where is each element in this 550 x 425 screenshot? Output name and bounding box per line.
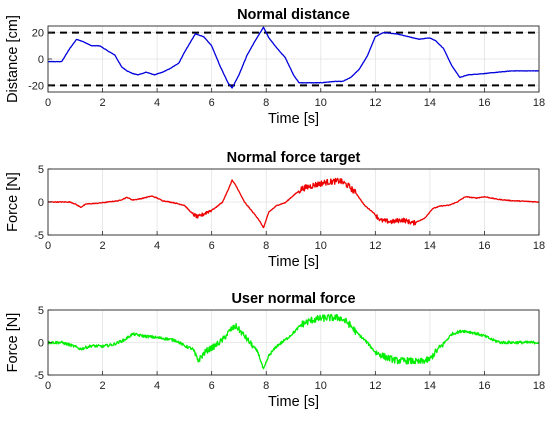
x-tick-label: 8	[263, 380, 269, 392]
y-tick-label: 0	[38, 197, 44, 209]
y-tick-label: -5	[34, 370, 44, 382]
y-tick-label: 0	[38, 54, 44, 66]
x-tick-label: 2	[99, 380, 105, 392]
x-tick-label: 4	[154, 240, 160, 252]
y-tick-label: 20	[32, 28, 44, 40]
x-tick-label: 0	[45, 380, 51, 392]
x-tick-label: 6	[209, 97, 215, 109]
x-tick-label: 12	[369, 97, 381, 109]
x-axis-label: Time [s]	[268, 394, 319, 410]
x-tick-label: 8	[263, 240, 269, 252]
y-tick-label: -20	[28, 80, 44, 92]
x-tick-label: 18	[533, 97, 545, 109]
y-tick-label: 0	[38, 338, 44, 350]
chart-title: User normal force	[231, 291, 355, 307]
x-axis-label: Time [s]	[268, 254, 319, 270]
x-tick-label: 10	[315, 97, 327, 109]
x-tick-label: 0	[45, 240, 51, 252]
series-line-2	[47, 177, 540, 229]
x-tick-label: 10	[315, 240, 327, 252]
x-tick-label: 16	[478, 240, 490, 252]
x-tick-label: 18	[533, 380, 545, 392]
x-tick-label: 10	[315, 380, 327, 392]
y-axis-label: Force [N]	[5, 313, 21, 373]
x-tick-label: 14	[424, 97, 436, 109]
x-axis-label: Time [s]	[268, 111, 319, 127]
x-tick-label: 0	[45, 97, 51, 109]
x-tick-label: 2	[99, 97, 105, 109]
y-tick-label: 5	[38, 305, 44, 317]
x-tick-label: 18	[533, 240, 545, 252]
x-tick-label: 8	[263, 97, 269, 109]
x-tick-label: 14	[424, 240, 436, 252]
x-tick-label: 14	[424, 380, 436, 392]
y-axis-label: Distance [cm]	[5, 15, 21, 103]
x-tick-label: 6	[209, 240, 215, 252]
x-tick-label: 16	[478, 97, 490, 109]
x-tick-label: 4	[154, 380, 160, 392]
y-tick-label: -5	[34, 230, 44, 242]
y-axis-label: Force [N]	[5, 172, 21, 232]
chart-title: Normal force target	[227, 150, 361, 166]
series-line-1	[47, 26, 540, 89]
y-tick-label: 5	[38, 164, 44, 176]
x-tick-label: 6	[209, 380, 215, 392]
x-tick-label: 16	[478, 380, 490, 392]
chart-title: Normal distance	[237, 7, 350, 23]
x-tick-label: 12	[369, 240, 381, 252]
series-line-3	[47, 313, 540, 370]
x-tick-label: 4	[154, 97, 160, 109]
x-tick-label: 2	[99, 240, 105, 252]
x-tick-label: 12	[369, 380, 381, 392]
